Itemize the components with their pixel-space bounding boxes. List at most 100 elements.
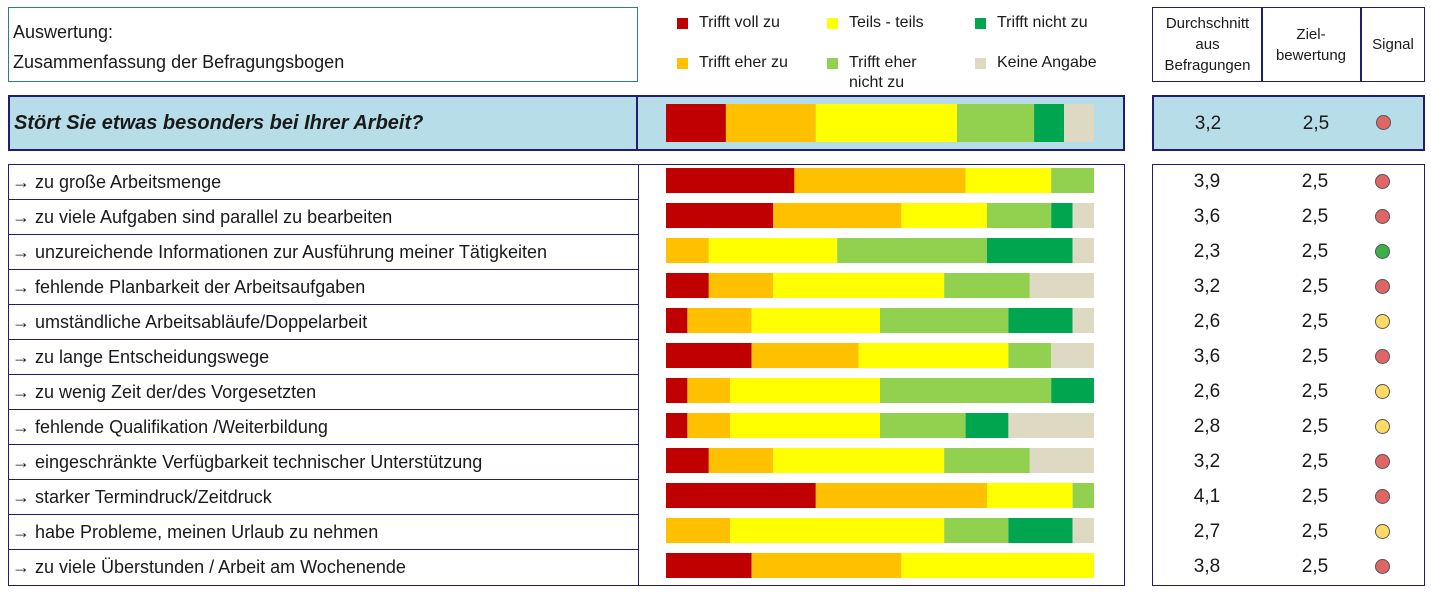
column-header-average: Durchschnitt aus Befragungen	[1164, 15, 1251, 74]
main-question-target: 2,5	[1302, 113, 1330, 134]
item-target: 2,5	[1301, 381, 1329, 402]
item-average: 3,2	[1193, 276, 1221, 297]
legend-label: Teils - teils	[849, 14, 924, 31]
bar-segment	[1029, 448, 1094, 473]
bar-segment	[725, 104, 816, 142]
item-target: 2,5	[1301, 451, 1329, 472]
item-row-label: → fehlende Planbarkeit der Arbeitsaufgab…	[9, 270, 638, 305]
bar-segment	[901, 553, 1094, 578]
bar-segment	[687, 378, 731, 403]
item-row-label: → starker Termindruck/Zeitdruck	[9, 480, 638, 515]
item-target: 2,5	[1301, 206, 1329, 227]
title-box: Auswertung: Zusammenfassung der Befragun…	[8, 7, 638, 82]
item-target: 2,5	[1301, 171, 1329, 192]
bar-segment	[987, 483, 1073, 508]
column-header-target: Ziel-bewertung	[1275, 25, 1347, 64]
page-subtitle: Zusammenfassung der Befragungsbogen	[13, 52, 345, 72]
bar-segment	[666, 448, 709, 473]
bar-segment	[1051, 168, 1094, 193]
item-average: 2,7	[1193, 521, 1221, 542]
signal-indicator	[1375, 314, 1390, 329]
signal-indicator	[1375, 524, 1390, 539]
main-question-average: 3,2	[1194, 113, 1222, 134]
legend-swatch	[677, 18, 688, 29]
signal-indicator	[1375, 349, 1390, 364]
bar-segment	[965, 168, 1052, 193]
item-target: 2,5	[1301, 556, 1329, 577]
main-question-label: Stört Sie etwas besonders bei Ihrer Arbe…	[8, 95, 638, 151]
legend-swatch	[827, 58, 838, 69]
signal-indicator	[1375, 454, 1390, 469]
bar-segment	[880, 378, 1052, 403]
bar-segment	[1072, 483, 1094, 508]
bar-segment	[815, 104, 957, 142]
item-target: 2,5	[1301, 276, 1329, 297]
item-target: 2,5	[1301, 521, 1329, 542]
bar-segment	[1051, 378, 1094, 403]
item-target: 2,5	[1301, 241, 1329, 262]
bar-segment	[708, 238, 838, 263]
signal-indicator	[1375, 419, 1390, 434]
page-title: Auswertung:	[13, 22, 114, 42]
item-average: 2,6	[1193, 311, 1221, 332]
bar-segment	[708, 448, 773, 473]
bar-segment	[666, 413, 688, 438]
bar-segment	[815, 483, 987, 508]
bar-segment	[666, 553, 752, 578]
bar-segment	[1051, 343, 1094, 368]
main-question-values: 3,2 2,5	[1152, 95, 1425, 151]
bar-segment	[687, 413, 731, 438]
item-average: 2,8	[1193, 416, 1221, 437]
bar-segment	[751, 553, 902, 578]
bar-segment	[1008, 343, 1052, 368]
item-row-label: → eingeschränkte Verfügbarkeit technisch…	[9, 445, 638, 480]
bar-segment	[666, 308, 688, 333]
bar-segment	[1008, 413, 1094, 438]
bar-segment	[1008, 308, 1073, 333]
bar-segment	[858, 343, 1009, 368]
bar-segment	[987, 203, 1052, 228]
bar-segment	[751, 343, 859, 368]
item-average: 2,6	[1193, 381, 1221, 402]
bar-segment	[837, 238, 987, 263]
bar-segment	[730, 518, 945, 543]
bar-segment	[880, 413, 966, 438]
bar-segment	[1051, 203, 1073, 228]
bar-segment	[666, 168, 795, 193]
signal-indicator	[1375, 279, 1390, 294]
item-row-label: → zu große Arbeitsmenge	[9, 165, 638, 200]
bar-segment	[666, 203, 773, 228]
bar-segment	[965, 413, 1009, 438]
bar-segment	[1008, 518, 1073, 543]
bar-segment	[708, 273, 773, 298]
item-average: 3,6	[1193, 346, 1221, 367]
bar-segment	[751, 308, 880, 333]
bar-segment	[957, 104, 1034, 142]
item-values-column: 3,9 2,5 3,6 2,5 2,3 2,5 3,2 2,5 2,6 2,5 3,6 2,5 2,6 2…	[1152, 164, 1425, 586]
legend-swatch	[677, 58, 688, 69]
item-bars-column	[638, 164, 1125, 586]
item-average: 3,8	[1193, 556, 1221, 577]
item-row-label: → unzureichende Informationen zur Ausfüh…	[9, 235, 638, 270]
item-average: 3,2	[1193, 451, 1221, 472]
signal-indicator	[1376, 115, 1391, 130]
bar-segment	[666, 273, 709, 298]
bar-segment	[901, 203, 987, 228]
item-target: 2,5	[1301, 346, 1329, 367]
bar-segment	[666, 238, 709, 263]
bar-segment	[1072, 518, 1094, 543]
column-divider	[1261, 8, 1263, 81]
bar-segment	[1064, 104, 1094, 142]
item-average: 3,9	[1193, 171, 1221, 192]
bar-segment	[944, 448, 1030, 473]
column-header-box: Durchschnitt aus Befragungen Ziel-bewert…	[1152, 7, 1425, 82]
item-row-label: → zu wenig Zeit der/des Vorgesetzten	[9, 375, 638, 410]
signal-indicator	[1375, 174, 1390, 189]
bar-segment	[944, 273, 1030, 298]
item-average: 3,6	[1193, 206, 1221, 227]
bar-segment	[773, 448, 945, 473]
bar-segment	[666, 378, 688, 403]
item-average: 2,3	[1193, 241, 1221, 262]
legend-swatch	[975, 18, 986, 29]
item-target: 2,5	[1301, 486, 1329, 507]
